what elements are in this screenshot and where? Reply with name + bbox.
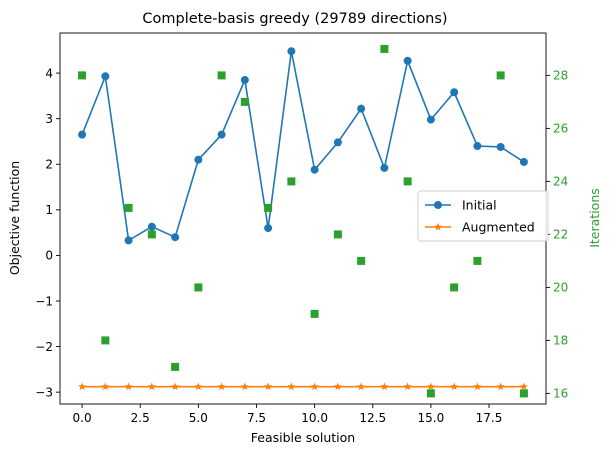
series-initial (78, 47, 528, 245)
data-point-augmented-2 (124, 382, 133, 391)
data-point-initial-10 (310, 165, 319, 174)
data-point-iterations-17 (473, 256, 482, 265)
y2-axis-label: Iterations (587, 188, 602, 248)
data-point-augmented-19 (519, 382, 528, 391)
data-point-iterations-15 (426, 389, 435, 398)
data-point-initial-1 (101, 72, 110, 81)
data-point-iterations-2 (124, 203, 133, 212)
data-point-initial-8 (264, 224, 273, 233)
data-point-initial-0 (78, 130, 87, 139)
data-point-augmented-13 (380, 382, 389, 391)
legend-box (417, 190, 549, 242)
x-tick-label-2: 5.0 (189, 411, 208, 425)
y-tick-label-7: 4 (45, 66, 53, 80)
data-point-initial-2 (124, 236, 133, 245)
data-point-augmented-12 (357, 382, 366, 391)
data-point-initial-14 (403, 56, 412, 65)
series-augmented (78, 382, 528, 391)
data-point-augmented-9 (287, 382, 296, 391)
data-point-augmented-7 (240, 382, 249, 391)
data-point-initial-11 (333, 138, 342, 147)
series-iterations (78, 44, 528, 398)
data-point-initial-16 (450, 88, 459, 97)
data-point-iterations-9 (287, 177, 296, 186)
data-point-augmented-10 (310, 382, 319, 391)
y-tick-label-6: 3 (45, 112, 53, 126)
y2-tick-label-5: 26 (553, 122, 568, 136)
data-point-iterations-19 (519, 389, 528, 398)
legend-marker-initial (434, 201, 442, 209)
data-point-augmented-0 (78, 382, 87, 391)
data-point-initial-15 (426, 115, 435, 124)
data-point-initial-7 (240, 75, 249, 84)
data-point-augmented-5 (194, 382, 203, 391)
data-point-augmented-16 (450, 382, 459, 391)
x-tick-label-4: 10.0 (301, 411, 328, 425)
data-point-iterations-3 (147, 230, 156, 239)
data-point-augmented-8 (264, 382, 273, 391)
data-point-iterations-1 (101, 336, 110, 345)
data-point-initial-9 (287, 47, 296, 56)
data-point-iterations-18 (496, 71, 505, 80)
y2-tick-label-4: 24 (553, 175, 568, 189)
x-tick-label-0: 0.0 (73, 411, 92, 425)
y2-tick-label-6: 28 (553, 69, 568, 83)
data-point-iterations-7 (240, 97, 249, 106)
data-point-initial-17 (473, 142, 482, 151)
legend-label-initial: Initial (462, 198, 497, 213)
y2-tick-label-3: 22 (553, 228, 568, 242)
y-tick-label-5: 2 (45, 158, 53, 172)
x-tick-label-3: 7.5 (247, 411, 266, 425)
data-point-iterations-4 (171, 362, 180, 371)
x-tick-label-7: 17.5 (476, 411, 503, 425)
data-point-iterations-11 (333, 230, 342, 239)
data-point-iterations-13 (380, 44, 389, 53)
data-point-iterations-12 (357, 256, 366, 265)
y2-tick-label-0: 16 (553, 387, 568, 401)
data-point-augmented-15 (426, 382, 435, 391)
data-point-iterations-5 (194, 283, 203, 292)
data-point-iterations-16 (450, 283, 459, 292)
data-point-initial-19 (519, 157, 528, 166)
y-tick-label-3: 0 (45, 249, 53, 263)
data-point-augmented-3 (147, 382, 156, 391)
data-point-iterations-8 (264, 203, 273, 212)
x-axis-label: Feasible solution (251, 430, 355, 445)
data-point-augmented-1 (101, 382, 110, 391)
y-tick-label-0: −3 (35, 385, 53, 399)
data-point-initial-3 (147, 222, 156, 231)
legend: Initial Augmented (417, 190, 549, 242)
data-point-iterations-10 (310, 309, 319, 318)
data-point-augmented-4 (171, 382, 180, 391)
data-point-augmented-18 (496, 382, 505, 391)
data-point-initial-5 (194, 155, 203, 164)
data-point-augmented-11 (333, 382, 342, 391)
y-tick-label-1: −2 (35, 340, 53, 354)
data-point-initial-6 (217, 130, 226, 139)
y-tick-label-4: 1 (45, 203, 53, 217)
y2-tick-label-2: 20 (553, 281, 568, 295)
x-tick-label-1: 2.5 (131, 411, 150, 425)
data-point-initial-18 (496, 142, 505, 151)
data-point-augmented-17 (473, 382, 482, 391)
y-axis-label: Objective function (7, 161, 22, 275)
data-point-augmented-14 (403, 382, 412, 391)
data-point-iterations-6 (217, 71, 226, 80)
data-point-augmented-6 (217, 382, 226, 391)
legend-label-augmented: Augmented (462, 220, 535, 235)
data-point-iterations-0 (78, 71, 87, 80)
data-point-initial-4 (171, 233, 180, 242)
data-point-initial-13 (380, 163, 389, 172)
x-tick-label-6: 15.0 (418, 411, 445, 425)
data-point-initial-12 (357, 104, 366, 113)
series-line-initial (81, 51, 525, 242)
y-tick-label-2: −1 (35, 294, 53, 308)
legend-marker-augmented (434, 222, 442, 231)
y2-tick-label-1: 18 (553, 334, 568, 348)
x-tick-label-5: 12.5 (359, 411, 386, 425)
chart-title: Complete-basis greedy (29789 directions) (142, 11, 447, 27)
data-point-iterations-14 (403, 177, 412, 186)
